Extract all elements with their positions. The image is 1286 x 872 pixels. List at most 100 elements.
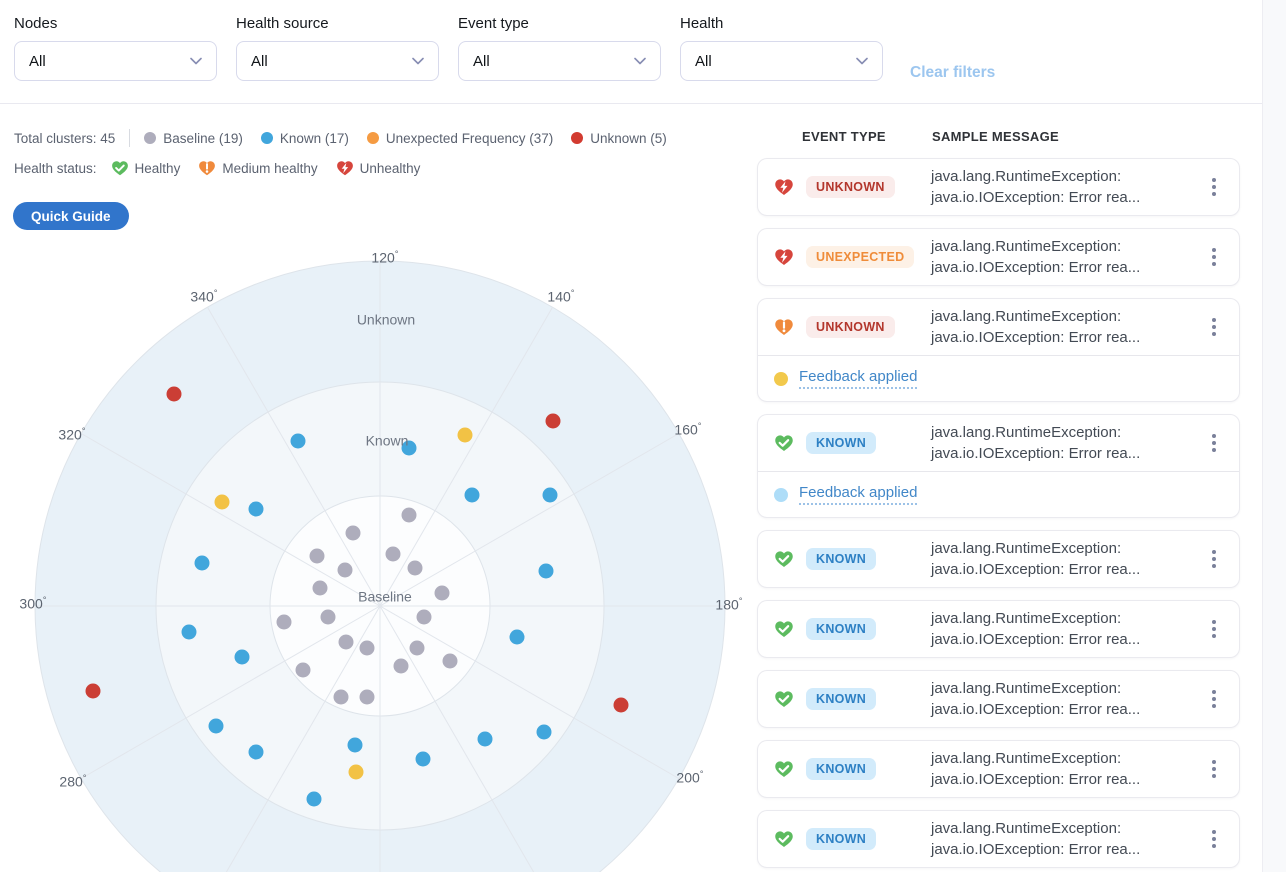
spoke-line	[379, 605, 535, 872]
health-legend-item: Unhealthy	[336, 160, 420, 177]
event-row[interactable]: KNOWN java.lang.RuntimeException: java.i…	[757, 600, 1240, 658]
filter-select[interactable]: All	[680, 41, 883, 81]
cluster-dot-unknown[interactable]	[545, 413, 561, 429]
row-menu-kebab-icon[interactable]	[1205, 615, 1223, 644]
cluster-dot-known[interactable]	[538, 563, 554, 579]
column-header-sample-message: SAMPLE MESSAGE	[932, 129, 1059, 144]
cluster-dot-baseline[interactable]	[276, 614, 292, 630]
cluster-dot-baseline[interactable]	[338, 634, 354, 650]
cluster-dot-baseline[interactable]	[309, 548, 325, 564]
cluster-dot-known[interactable]	[542, 487, 558, 503]
filter-select[interactable]: All	[458, 41, 661, 81]
cluster-dot-yellow[interactable]	[348, 764, 364, 780]
heart-icon	[198, 160, 216, 177]
event-row-main: KNOWN java.lang.RuntimeException: java.i…	[758, 531, 1239, 587]
clear-filters-button[interactable]: Clear filters	[910, 64, 996, 81]
cluster-dot-baseline[interactable]	[416, 609, 432, 625]
health-heart-icon	[774, 318, 794, 336]
event-row[interactable]: UNKNOWN java.lang.RuntimeException: java…	[757, 158, 1240, 216]
cluster-dot-baseline[interactable]	[393, 658, 409, 674]
filter-select[interactable]: All	[236, 41, 439, 81]
cluster-dot-baseline[interactable]	[407, 560, 423, 576]
sample-message-line1: java.lang.RuntimeException:	[931, 680, 1122, 697]
cluster-dot-baseline[interactable]	[312, 580, 328, 596]
sample-message-cell: java.lang.RuntimeException: java.io.IOEx…	[931, 236, 1205, 278]
cluster-dot-baseline[interactable]	[434, 585, 450, 601]
quick-guide-button[interactable]: Quick Guide	[13, 202, 129, 230]
event-row-main: KNOWN java.lang.RuntimeException: java.i…	[758, 811, 1239, 867]
chevron-down-icon	[412, 57, 424, 65]
cluster-dot-baseline[interactable]	[409, 640, 425, 656]
zone-label-baseline: Baseline	[358, 589, 412, 605]
cluster-legend-items: Baseline (19) Known (17) Unexpected Freq…	[144, 131, 667, 146]
cluster-dot-known[interactable]	[401, 440, 417, 456]
cluster-dot-known[interactable]	[181, 624, 197, 640]
events-panel: EVENT TYPE SAMPLE MESSAGE UNKNOWN java.l…	[757, 129, 1240, 868]
event-row[interactable]: KNOWN java.lang.RuntimeException: java.i…	[757, 530, 1240, 588]
cluster-dot-known[interactable]	[347, 737, 363, 753]
cluster-dot-known[interactable]	[234, 649, 250, 665]
filter-label: Health	[680, 15, 724, 32]
cluster-dot-known[interactable]	[248, 501, 264, 517]
row-menu-kebab-icon[interactable]	[1205, 685, 1223, 714]
cluster-dot-baseline[interactable]	[359, 640, 375, 656]
zone-label-known: Known	[366, 433, 409, 449]
event-row[interactable]: KNOWN java.lang.RuntimeException: java.i…	[757, 740, 1240, 798]
row-menu-kebab-icon[interactable]	[1205, 429, 1223, 458]
event-row-main: KNOWN java.lang.RuntimeException: java.i…	[758, 741, 1239, 797]
event-row[interactable]: UNKNOWN java.lang.RuntimeException: java…	[757, 298, 1240, 402]
cluster-dot-unknown[interactable]	[85, 683, 101, 699]
filter-selected-value: All	[695, 52, 712, 70]
event-row[interactable]: KNOWN java.lang.RuntimeException: java.i…	[757, 670, 1240, 728]
cluster-legend-item: Unexpected Frequency (37)	[366, 131, 553, 146]
row-menu-kebab-icon[interactable]	[1205, 755, 1223, 784]
row-menu-kebab-icon[interactable]	[1205, 173, 1223, 202]
cluster-dot-baseline[interactable]	[337, 562, 353, 578]
filter-select[interactable]: All	[14, 41, 217, 81]
cluster-dot-known[interactable]	[415, 751, 431, 767]
event-row[interactable]: KNOWN java.lang.RuntimeException: java.i…	[757, 810, 1240, 868]
sample-message-line1: java.lang.RuntimeException:	[931, 424, 1122, 441]
filter-selected-value: All	[473, 52, 490, 70]
cluster-dot-baseline[interactable]	[333, 689, 349, 705]
cluster-dot-baseline[interactable]	[401, 507, 417, 523]
spoke-line	[207, 306, 381, 607]
cluster-dot-yellow[interactable]	[214, 494, 230, 510]
cluster-dot-known[interactable]	[477, 731, 493, 747]
cluster-dot-baseline[interactable]	[295, 662, 311, 678]
cluster-dot-known[interactable]	[208, 718, 224, 734]
angle-label-180: 180°	[715, 596, 742, 613]
cluster-dot-known[interactable]	[248, 744, 264, 760]
event-type-badge: KNOWN	[806, 548, 877, 570]
filters-bar: Nodes All Health source All Event type A…	[14, 15, 883, 81]
cluster-dot-yellow[interactable]	[457, 427, 473, 443]
cluster-dot-baseline[interactable]	[320, 609, 336, 625]
angle-label-160: 160°	[674, 421, 701, 438]
cluster-dot-known[interactable]	[464, 487, 480, 503]
feedback-applied-link[interactable]: Feedback applied	[799, 484, 918, 505]
cluster-dot-known[interactable]	[194, 555, 210, 571]
cluster-dot-unknown[interactable]	[613, 697, 629, 713]
feedback-dot-icon	[774, 371, 788, 386]
row-menu-kebab-icon[interactable]	[1205, 825, 1223, 854]
row-menu-kebab-icon[interactable]	[1205, 545, 1223, 574]
cluster-dot-known[interactable]	[306, 791, 322, 807]
event-type-cell: KNOWN	[774, 548, 931, 570]
feedback-applied-link[interactable]: Feedback applied	[799, 368, 918, 389]
cluster-dot-known[interactable]	[290, 433, 306, 449]
cluster-dot-baseline[interactable]	[359, 689, 375, 705]
health-item-label: Healthy	[134, 160, 181, 176]
event-type-badge: UNEXPECTED	[806, 246, 915, 268]
cluster-dot-known[interactable]	[509, 629, 525, 645]
event-type-cell: UNKNOWN	[774, 316, 931, 338]
cluster-dot-baseline[interactable]	[345, 525, 361, 541]
event-row[interactable]: UNEXPECTED java.lang.RuntimeException: j…	[757, 228, 1240, 286]
cluster-dot-baseline[interactable]	[442, 653, 458, 669]
cluster-dot-baseline[interactable]	[385, 546, 401, 562]
legend-dot-icon	[366, 132, 379, 144]
cluster-dot-unknown[interactable]	[166, 386, 182, 402]
cluster-dot-known[interactable]	[536, 724, 552, 740]
row-menu-kebab-icon[interactable]	[1205, 313, 1223, 342]
row-menu-kebab-icon[interactable]	[1205, 243, 1223, 272]
event-row[interactable]: KNOWN java.lang.RuntimeException: java.i…	[757, 414, 1240, 518]
